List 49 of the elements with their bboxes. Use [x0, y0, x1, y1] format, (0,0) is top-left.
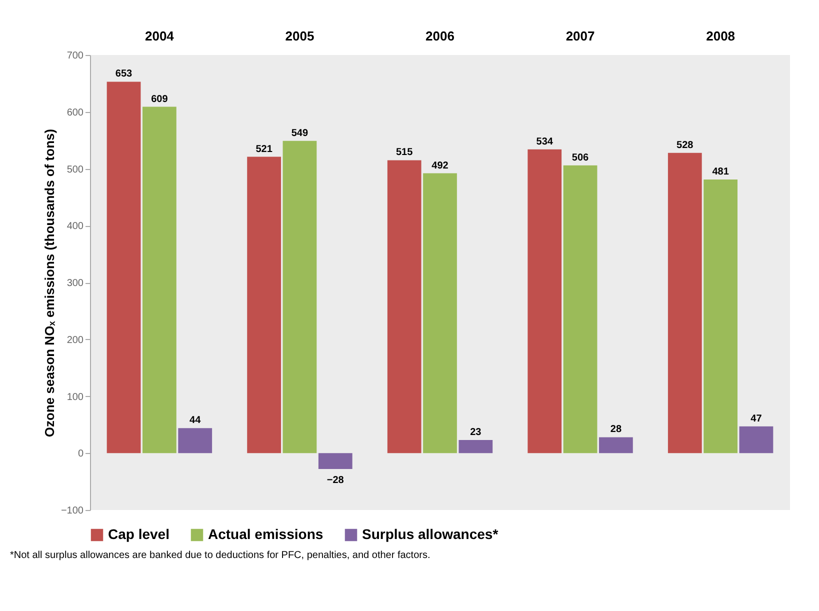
bar: [318, 453, 352, 470]
y-tick-label: 200: [66, 334, 84, 346]
bar: [178, 428, 212, 454]
data-label: 47: [750, 413, 762, 424]
y-tick-label: 400: [66, 221, 84, 232]
bar: [668, 152, 702, 454]
bar: [247, 156, 281, 454]
y-tick-label: 100: [66, 392, 84, 403]
data-label: −28: [326, 475, 344, 486]
x-tick-label: 2008: [706, 28, 736, 44]
x-tick-label: 2004: [144, 28, 175, 44]
bar: [142, 106, 176, 454]
bar: [106, 82, 141, 454]
data-label: 28: [610, 424, 622, 436]
data-label: 521: [256, 144, 273, 155]
data-label: 534: [536, 136, 554, 148]
data-label: 515: [396, 147, 414, 158]
legend-label: Cap level: [108, 526, 170, 542]
x-tick-label: 2007: [566, 28, 595, 44]
y-tick-label: −100: [60, 506, 84, 516]
y-tick-label: 500: [66, 164, 84, 176]
data-label: 609: [151, 94, 168, 105]
text: *Not all surplus allowances are banked due to deductions for PFC, penalties, and other factors.: [10, 550, 430, 561]
bar: [423, 173, 457, 454]
data-label: 44: [190, 415, 202, 426]
bar: [739, 426, 774, 454]
bar: [563, 165, 598, 454]
data-label: 528: [676, 140, 694, 151]
bar: [599, 437, 633, 454]
y-tick-label: 700: [66, 50, 84, 62]
bar: [704, 180, 738, 454]
legend-label: Surplus allowances*: [362, 526, 499, 542]
data-label: 481: [712, 166, 730, 178]
bar: [282, 140, 317, 454]
bar: [528, 149, 562, 454]
data-label: 506: [572, 152, 590, 164]
y-tick-label: 300: [66, 278, 84, 289]
legend-label: Actual emissions: [208, 526, 324, 542]
bar: [387, 160, 422, 454]
data-label: 653: [115, 68, 133, 80]
data-label: 492: [432, 160, 449, 172]
data-label: 23: [470, 427, 482, 438]
bar: [458, 440, 493, 454]
x-tick-label: 2006: [426, 28, 454, 44]
y-axis-title: Ozone season NOₓ emissions (thousands of tons): [42, 128, 57, 438]
data-label: 549: [291, 128, 308, 139]
y-tick-label: 0: [78, 448, 84, 460]
x-tick-label: 2005: [285, 28, 314, 44]
y-tick-label: 600: [66, 107, 84, 118]
